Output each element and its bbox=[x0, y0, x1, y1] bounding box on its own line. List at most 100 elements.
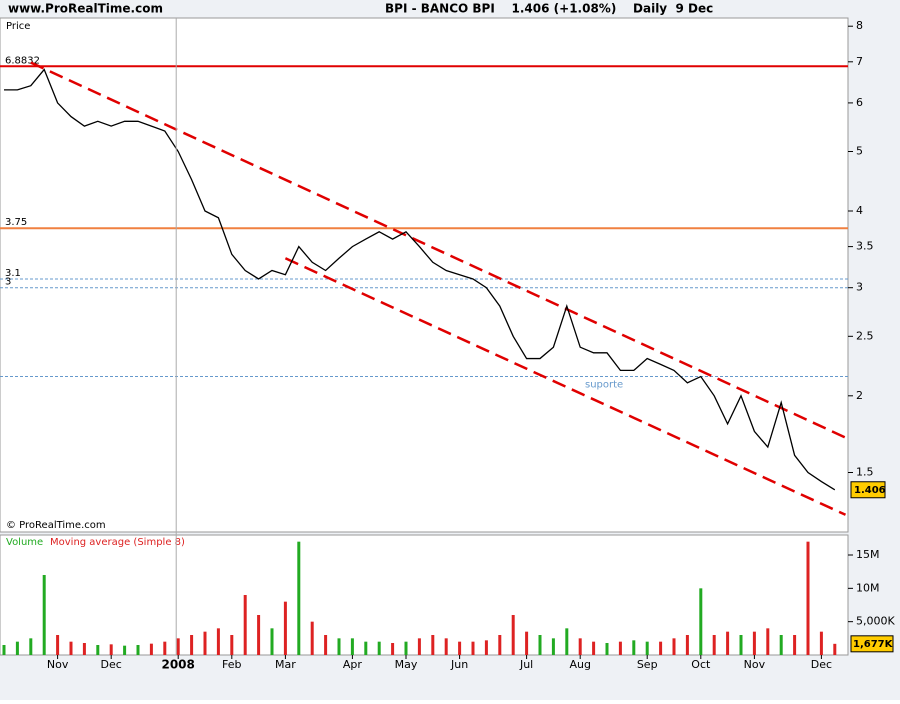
y-tick-label: 4 bbox=[856, 204, 863, 217]
y-tick-label: 3 bbox=[856, 281, 863, 294]
y-label: Price bbox=[6, 21, 30, 32]
volume-bar bbox=[739, 635, 743, 655]
volume-bar bbox=[404, 641, 408, 655]
volume-bar bbox=[538, 635, 542, 655]
volume-bar bbox=[659, 641, 663, 655]
volume-bar bbox=[752, 631, 756, 655]
volume-bar bbox=[243, 595, 247, 655]
volume-bar bbox=[2, 645, 6, 655]
volume-bar bbox=[779, 635, 783, 655]
volume-bar bbox=[458, 641, 462, 655]
volume-bar bbox=[605, 643, 609, 655]
volume-bar bbox=[632, 640, 636, 655]
volume-bar bbox=[310, 621, 314, 655]
volume-bar bbox=[484, 640, 488, 655]
volume-bar bbox=[123, 645, 127, 655]
volume-bar bbox=[190, 635, 194, 655]
volume-bar bbox=[391, 643, 395, 655]
volume-bar bbox=[297, 541, 301, 655]
volume-bar bbox=[685, 635, 689, 655]
x-tick-label: Dec bbox=[101, 658, 122, 671]
x-tick-label: Jul bbox=[519, 658, 533, 671]
volume-bar bbox=[324, 635, 328, 655]
x-tick-label: Oct bbox=[691, 658, 711, 671]
volume-bar bbox=[82, 643, 86, 655]
volume-bar bbox=[766, 628, 770, 655]
volume-bar bbox=[270, 628, 274, 655]
volume-subtitle: Moving average (Simple 8) bbox=[50, 537, 185, 548]
annotation: suporte bbox=[585, 380, 623, 391]
y-tick-label: 2.5 bbox=[856, 329, 874, 342]
volume-bar bbox=[712, 635, 716, 655]
x-tick-label: Mar bbox=[275, 658, 296, 671]
volume-bar bbox=[793, 635, 797, 655]
volume-bar bbox=[645, 641, 649, 655]
x-tick-label: Dec bbox=[811, 658, 832, 671]
x-tick-label: Sep bbox=[637, 658, 658, 671]
volume-tick-label: 5,000K bbox=[856, 615, 895, 628]
volume-bar bbox=[163, 641, 167, 655]
volume-bar bbox=[806, 541, 810, 655]
volume-bar bbox=[257, 615, 261, 655]
volume-bar bbox=[578, 638, 582, 655]
horizontal-line-label: 3 bbox=[5, 277, 11, 288]
volume-bar bbox=[96, 645, 100, 655]
last-volume-label: 1,677K bbox=[853, 639, 894, 650]
volume-bar bbox=[69, 641, 73, 655]
x-tick-label: Feb bbox=[222, 658, 241, 671]
volume-bar bbox=[444, 638, 448, 655]
volume-bar bbox=[109, 644, 113, 655]
volume-bar bbox=[149, 643, 153, 655]
volume-bar bbox=[672, 638, 676, 655]
y-tick-label: 2 bbox=[856, 389, 863, 402]
volume-bar bbox=[216, 628, 220, 655]
x-tick-label: Nov bbox=[47, 658, 69, 671]
volume-bar bbox=[525, 631, 529, 655]
volume-bar bbox=[337, 638, 341, 655]
volume-bar bbox=[431, 635, 435, 655]
trendline bbox=[284, 257, 847, 516]
volume-bar bbox=[498, 635, 502, 655]
x-tick-label: Jun bbox=[450, 658, 468, 671]
price-panel bbox=[0, 17, 849, 533]
y-tick-label: 3.5 bbox=[856, 240, 874, 253]
last-price-label: 1.406 bbox=[854, 485, 886, 496]
volume-bar bbox=[15, 641, 19, 655]
volume-bar bbox=[42, 575, 46, 655]
horizontal-line-label: 6.8832 bbox=[5, 55, 40, 66]
y-tick-label: 8 bbox=[856, 19, 863, 32]
price-line bbox=[4, 68, 836, 491]
title: BPI - BANCO BPI 1.406 (+1.08%) Daily 9 D… bbox=[385, 2, 713, 16]
volume-bar bbox=[417, 638, 421, 655]
site: www.ProRealTime.com bbox=[8, 2, 163, 16]
horizontal-line-label: 3.75 bbox=[5, 217, 27, 228]
last-volume-badge bbox=[850, 635, 894, 653]
volume-tick-label: 15M bbox=[856, 548, 880, 561]
volume-bar bbox=[565, 628, 569, 655]
volume-bar bbox=[833, 643, 837, 655]
volume-bar bbox=[726, 631, 730, 655]
credit: © ProRealTime.com bbox=[6, 520, 106, 531]
x-tick-label: Apr bbox=[343, 658, 363, 671]
x-tick-label: 2008 bbox=[161, 658, 194, 672]
y-tick-label: 1.5 bbox=[856, 466, 874, 479]
volume-bar bbox=[592, 641, 596, 655]
volume-bar bbox=[471, 641, 475, 655]
volume-bar bbox=[377, 641, 381, 655]
volume-bar bbox=[819, 631, 823, 655]
y-tick-label: 7 bbox=[856, 55, 863, 68]
volume-bar bbox=[551, 638, 555, 655]
volume-bar bbox=[618, 641, 622, 655]
volume-bar bbox=[136, 645, 140, 655]
x-tick-label: Aug bbox=[569, 658, 590, 671]
volume-bar bbox=[699, 588, 703, 655]
y-tick-label: 6 bbox=[856, 96, 863, 109]
volume-bar bbox=[29, 638, 33, 655]
volume-tick-label: 10M bbox=[856, 581, 880, 594]
volume-bar bbox=[203, 631, 207, 655]
volume-bar bbox=[511, 615, 515, 655]
x-tick-label: Nov bbox=[744, 658, 766, 671]
volume-bar bbox=[56, 635, 60, 655]
horizontal-line-label: 3.1 bbox=[5, 268, 21, 279]
